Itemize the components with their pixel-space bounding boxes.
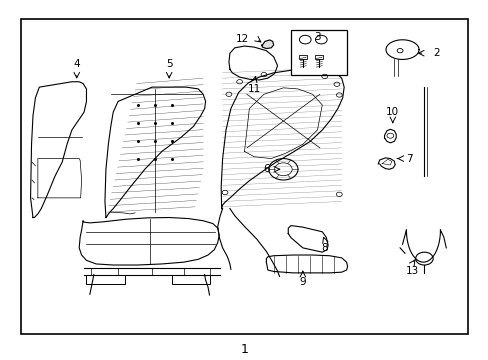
Text: 13: 13 (405, 266, 418, 276)
Polygon shape (261, 40, 273, 49)
Bar (299, 55, 306, 59)
Bar (290, 30, 346, 75)
Text: 3: 3 (313, 32, 320, 42)
Text: 4: 4 (73, 59, 80, 69)
Text: 5: 5 (165, 59, 172, 69)
Text: 2: 2 (432, 48, 439, 58)
Text: 1: 1 (240, 343, 248, 356)
Bar (171, 275, 210, 284)
Text: 6: 6 (263, 164, 269, 174)
Text: 8: 8 (321, 243, 327, 253)
Bar (86, 275, 125, 284)
Text: 9: 9 (299, 277, 305, 287)
Text: 10: 10 (386, 107, 399, 117)
Text: 7: 7 (406, 154, 412, 163)
Bar (21, 19, 467, 334)
Text: 11: 11 (247, 84, 260, 94)
Bar (315, 55, 323, 59)
Text: 12: 12 (235, 34, 248, 44)
